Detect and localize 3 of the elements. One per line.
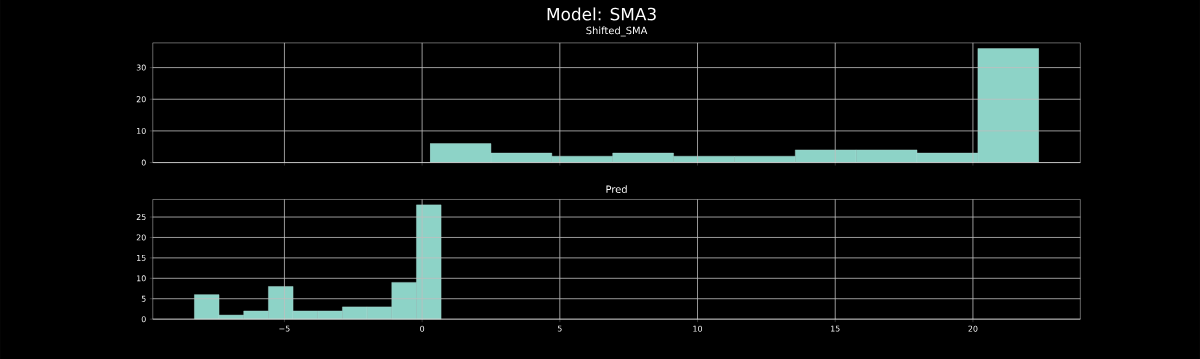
chart-title: Pred xyxy=(606,185,627,193)
chart-subtitle: Shifted_SMA xyxy=(586,26,648,37)
chart-title: Model: SMA3 xyxy=(547,7,656,21)
